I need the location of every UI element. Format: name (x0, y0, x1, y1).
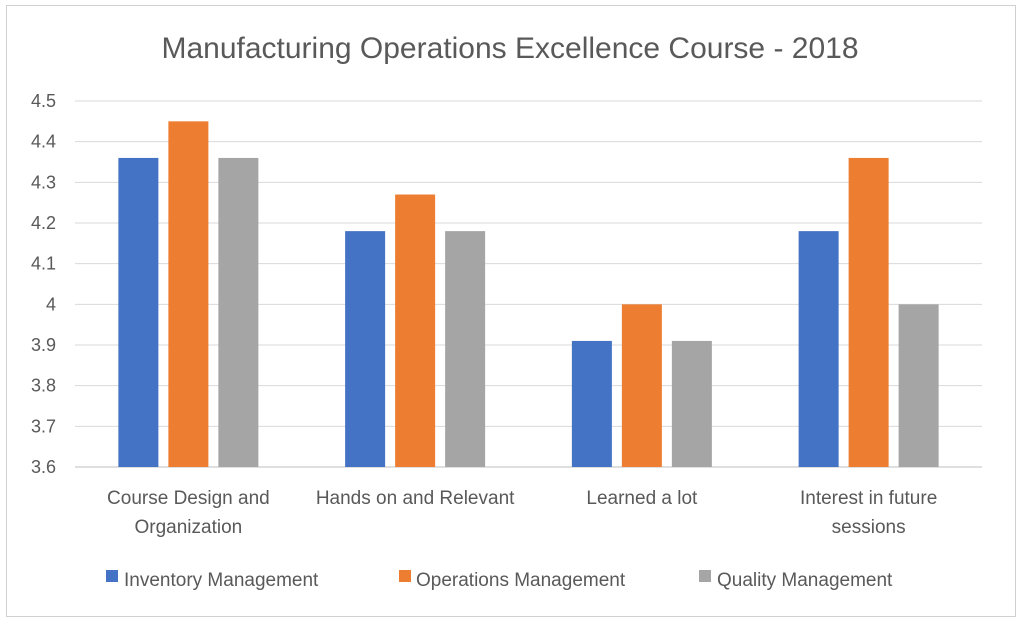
chart-title: Manufacturing Operations Excellence Cour… (161, 32, 858, 65)
y-tick-label: 4 (46, 294, 56, 314)
legend-swatch (106, 570, 118, 582)
y-tick-label: 3.6 (31, 457, 56, 477)
y-axis-ticks: 4.5 4.4 4.3 4.2 4.1 4 3.9 3.8 3.7 3.6 (31, 91, 56, 477)
legend-swatch (699, 570, 711, 582)
bar-operations-management (621, 304, 662, 467)
y-tick-label: 4.4 (31, 132, 56, 152)
y-tick-label: 3.9 (31, 335, 56, 355)
legend-label: Quality Management (717, 570, 893, 591)
legend-label: Inventory Management (124, 570, 319, 591)
bar-inventory-management (118, 157, 159, 467)
y-tick-label: 3.7 (31, 416, 56, 436)
x-category-label: Hands on and Relevant (316, 488, 515, 509)
y-tick-label: 4.1 (31, 254, 56, 274)
x-axis-labels: Course Design and Organization Hands on an… (107, 488, 937, 538)
y-tick-label: 4.2 (31, 213, 56, 233)
bar-quality-management (898, 304, 939, 467)
y-tick-label: 4.3 (31, 172, 56, 192)
bar-inventory-management (345, 231, 386, 467)
y-tick-label: 3.8 (31, 376, 56, 396)
bar-operations-management (848, 157, 889, 467)
bar-inventory-management (571, 340, 612, 467)
bar-quality-management (218, 157, 259, 467)
bar-quality-management (445, 231, 486, 467)
bar-operations-management (168, 121, 209, 467)
x-category-label: Learned a lot (586, 488, 698, 509)
x-category-label: Course Design and Organization (107, 488, 270, 538)
bar-quality-management (671, 340, 712, 467)
legend-label: Operations Management (416, 570, 626, 591)
bar-operations-management (395, 194, 436, 468)
legend: Inventory Management Operations Managemen… (106, 570, 893, 591)
x-category-label: Interest in future sessions (800, 488, 937, 538)
bars (118, 121, 939, 468)
bar-inventory-management (798, 231, 839, 467)
legend-swatch (399, 570, 411, 582)
gridlines (75, 100, 982, 468)
y-tick-label: 4.5 (31, 91, 56, 111)
